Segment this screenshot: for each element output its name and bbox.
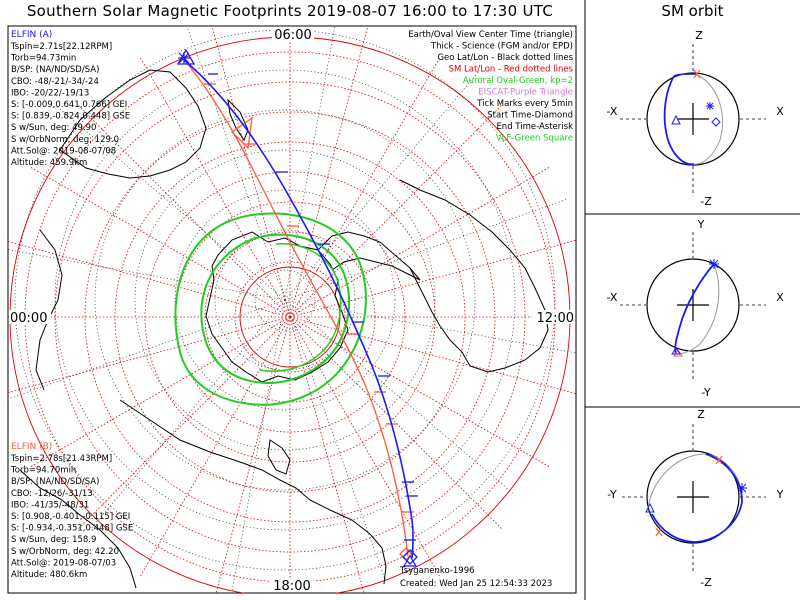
panel2-top: Y	[697, 218, 705, 231]
elfin-a-info-line: Att.Sol@: 2019-08-07/08	[11, 146, 116, 156]
elfin-a-info-line: S: [0.839,-0.824,0.448] GSE	[11, 112, 130, 122]
orbit-title: SM orbit	[661, 2, 724, 20]
auroral-oval-outer	[174, 212, 367, 406]
elfin-a-info-line: S w/Sun, deg: 49.90	[11, 123, 96, 133]
legend-item: Geo Lat/Lon - Black dotted lines	[437, 53, 573, 63]
elfin-a-name: ELFIN (A)	[11, 30, 52, 40]
south-america-coast	[399, 179, 549, 373]
model-label: Tsyganenko-1996	[399, 566, 475, 576]
elfin-a-ticks	[208, 73, 418, 541]
auroral-oval	[174, 212, 367, 406]
legend-item: Auroral Oval-Green, kp=2	[463, 76, 573, 86]
created-label: Created: Wed Jan 25 12:54:33 2023	[400, 579, 552, 589]
mlt-right-bg	[532, 310, 575, 324]
mlt-top-label: 06:00	[274, 28, 311, 43]
legend-item: Thick - Science (FGM and/or EPD)	[430, 42, 573, 52]
asia-coast	[35, 229, 63, 391]
elfin-a-info-line: IBO: -20/22/-19/13	[11, 88, 89, 98]
nz-coast	[227, 98, 249, 142]
mlt-labels: 06:00 00:00 12:00 18:00	[9, 27, 575, 594]
elfin-b-info-line: S: [0.908,-0.401,-0.115] GEI	[11, 512, 130, 522]
panel2-right: X	[776, 291, 784, 304]
earth-circle	[646, 450, 740, 544]
legend-item: VLF-Green Square	[496, 134, 573, 144]
mlt-bottom-label: 18:00	[273, 579, 310, 594]
panel1-left: -X	[607, 105, 618, 118]
elfin-b-info-line: S w/OrbNorm, deg: 42.20	[11, 547, 119, 557]
earth-circle	[646, 258, 740, 352]
elfin-b-info-line: CBO: -12/26/-31/13	[11, 489, 93, 499]
africa-coast	[119, 399, 387, 585]
elfin-a-info-line: CBO: -48/-21/-34/-24	[11, 77, 99, 87]
mlt-left-label: 00:00	[10, 311, 47, 326]
elfin-b-info-line: IBO: -41/35/-48/31	[11, 500, 89, 510]
panel2-left: -X	[607, 291, 618, 304]
auroral-oval-inner2	[259, 243, 342, 372]
elfin-a-info-line: Altitude: 459.9km	[11, 158, 87, 168]
geo-lon-grid	[8, 26, 576, 593]
orbit-panel-yz: Z -Z -Y Y	[607, 408, 783, 589]
legend-item: EISCAT-Purple Triangle	[478, 88, 573, 98]
coastlines	[19, 69, 549, 589]
elfin-b-info-line: S: [-0.934,-0.351,0.448] GSE	[11, 524, 133, 534]
elfin-a-end-asterisk	[178, 52, 190, 64]
mlt-top-bg	[272, 27, 314, 41]
elfin-b-info-line: Att.Sol@: 2019-08-07/03	[11, 558, 116, 568]
elfin-a-start-diamond	[402, 549, 418, 565]
elfin-a-center-triangle	[402, 554, 418, 567]
map-frame	[7, 25, 577, 594]
elfin-b-info-line: Altitude: 480.6km	[11, 570, 87, 580]
antarctica-coast	[205, 231, 349, 383]
elfin-a-track	[176, 48, 418, 567]
main-title: Southern Solar Magnetic Footprints 2019-…	[26, 2, 554, 20]
mlt-left-bg	[9, 310, 51, 324]
elfin-a-info-line: B/SP: (NA/ND/SD/SA)	[11, 65, 99, 75]
elfin-b-info-line: S w/Sun, deg: 158.9	[11, 535, 96, 545]
geo-grid	[14, 29, 556, 571]
elfin-b-name: ELFIN (B)	[11, 442, 52, 452]
legend-item: Tick Marks every 5min	[476, 99, 573, 109]
legend: Earth/Oval View Center Time (triangle) Th…	[408, 30, 573, 144]
auroral-oval-inner	[200, 233, 350, 384]
madagascar-coast	[267, 439, 291, 475]
elfin-b-info-line: Tspin=2.78s[21.43RPM]	[10, 454, 112, 464]
elfin-a-info-line: Torb=94.73min	[10, 54, 76, 64]
panel2-bottom: -Y	[701, 386, 711, 399]
australia-coast	[59, 69, 207, 179]
peninsula-coast	[317, 231, 421, 281]
orbit-panel-xz: Z -Z -X X	[607, 29, 785, 208]
mlt-right-label: 12:00	[537, 311, 574, 326]
panel3-top: Z	[697, 408, 705, 421]
legend-item: Earth/Oval View Center Time (triangle)	[408, 30, 573, 40]
elfin-b-info: ELFIN (B) Tspin=2.78s[21.43RPM] Torb=94.7…	[10, 442, 133, 580]
elfin-a-info-line: Tspin=2.71s[22.12RPM]	[10, 42, 112, 52]
panel3-left: -Y	[607, 488, 617, 501]
panel1-top: Z	[695, 29, 703, 42]
legend-item: Start Time-Diamond	[487, 111, 573, 121]
panel3-right: Y	[776, 488, 784, 501]
elfin-a-info-line: S: [-0.009,0.641,0.766] GEI	[11, 100, 127, 110]
panel1-right: X	[776, 105, 784, 118]
elfin-a-view-triangle	[176, 48, 196, 65]
panel3-bottom: -Z	[700, 576, 712, 589]
india-coast	[19, 469, 137, 589]
panel1-bottom: -Z	[700, 195, 712, 208]
elfin-b-info-line: Torb=94.70min	[10, 466, 76, 476]
legend-item: SM Lat/Lon - Red dotted lines	[449, 65, 574, 75]
elfin-a-info: ELFIN (A) Tspin=2.71s[22.12RPM] Torb=94.7…	[10, 30, 130, 168]
orbit-panel-xy: Y -Y -X X	[607, 218, 785, 399]
elfin-b-info-line: B/SP: (NA/ND/SD/SA)	[11, 477, 99, 487]
mlt-bottom-bg	[270, 578, 314, 592]
legend-item: End Time-Asterisk	[496, 122, 573, 132]
elfin-a-info-line: S w/OrbNorm, deg: 129.0	[11, 135, 119, 145]
